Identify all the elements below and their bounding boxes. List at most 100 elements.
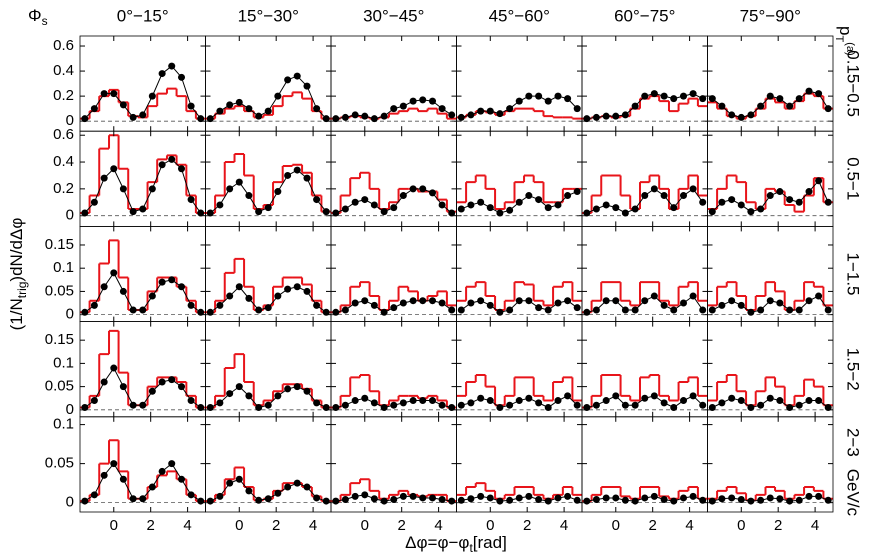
data-point xyxy=(757,496,765,504)
data-point xyxy=(573,188,581,196)
data-point xyxy=(670,95,678,103)
data-point xyxy=(332,308,340,316)
data-point xyxy=(689,292,697,300)
data-point xyxy=(680,299,688,307)
data-point xyxy=(110,269,118,277)
panel xyxy=(331,171,457,217)
data-point xyxy=(776,95,784,103)
data-point xyxy=(631,497,639,505)
data-point xyxy=(255,208,263,216)
data-point xyxy=(699,306,707,314)
data-point xyxy=(766,297,774,305)
data-point xyxy=(206,209,214,217)
data-point xyxy=(178,283,186,291)
data-point xyxy=(409,297,417,305)
data-point xyxy=(129,208,137,216)
data-point xyxy=(245,105,253,113)
data-point xyxy=(448,497,456,505)
data-point xyxy=(313,196,321,204)
data-point xyxy=(621,306,629,314)
data-point xyxy=(322,497,330,505)
data-point xyxy=(737,496,745,504)
data-point xyxy=(602,112,610,120)
data-point xyxy=(535,496,543,504)
data-point xyxy=(544,204,552,212)
data-point xyxy=(650,492,658,500)
column-header: 45°−60° xyxy=(489,6,550,25)
data-point xyxy=(544,306,552,314)
data-point xyxy=(274,489,282,497)
data-point xyxy=(206,115,214,123)
data-point xyxy=(293,479,301,487)
panel xyxy=(707,281,833,316)
data-point xyxy=(245,392,253,400)
data-point xyxy=(747,308,755,316)
column-header: 15°−30° xyxy=(238,6,299,25)
data-point xyxy=(805,492,813,500)
data-point xyxy=(81,308,89,316)
data-point xyxy=(496,497,504,505)
y-tick-label: 0 xyxy=(66,401,74,418)
data-point xyxy=(718,399,726,407)
data-point xyxy=(660,192,668,200)
column-header: 75°−90° xyxy=(740,6,801,25)
data-point xyxy=(650,185,658,193)
data-point xyxy=(197,404,205,412)
data-point xyxy=(602,494,610,502)
data-point xyxy=(496,404,504,412)
data-point xyxy=(680,92,688,100)
data-point xyxy=(351,111,359,119)
data-point xyxy=(139,401,147,409)
y-tick-label: 0.6 xyxy=(53,126,74,143)
data-point xyxy=(708,95,716,103)
column-header: 0°−15° xyxy=(117,6,169,25)
data-point xyxy=(274,188,282,196)
row-unit: GeV/c xyxy=(844,469,863,517)
x-tick-label: 4 xyxy=(434,517,442,534)
data-point xyxy=(680,192,688,200)
data-point xyxy=(448,404,456,412)
data-point xyxy=(216,107,224,115)
data-point xyxy=(429,397,437,405)
data-point xyxy=(370,115,378,123)
y-tick-label: 0 xyxy=(66,494,74,511)
data-point xyxy=(583,209,591,217)
data-point xyxy=(786,196,794,204)
data-point xyxy=(313,301,321,309)
data-point xyxy=(448,111,456,119)
data-point xyxy=(525,492,533,500)
data-point xyxy=(592,496,600,504)
data-point xyxy=(332,209,340,217)
data-point xyxy=(689,90,697,98)
x-tick-label: 2 xyxy=(523,517,531,534)
panel xyxy=(582,374,708,412)
data-point xyxy=(689,185,697,193)
data-point xyxy=(660,301,668,309)
data-point xyxy=(650,392,658,400)
data-point xyxy=(650,292,658,300)
data-point xyxy=(226,101,234,109)
data-point xyxy=(168,276,176,284)
data-point xyxy=(515,297,523,305)
data-point xyxy=(313,105,321,113)
x-tick-label: 0 xyxy=(486,517,494,534)
x-tick-label: 0 xyxy=(612,517,620,534)
data-point xyxy=(564,392,572,400)
data-point xyxy=(776,397,784,405)
data-point xyxy=(409,97,417,105)
data-point xyxy=(515,494,523,502)
row-label: 0.5−1 xyxy=(844,157,863,200)
data-point xyxy=(197,115,205,123)
data-point xyxy=(235,98,243,106)
data-point xyxy=(621,111,629,119)
x-tick-label: 2 xyxy=(649,517,657,534)
data-point xyxy=(564,492,572,500)
data-point xyxy=(90,105,98,113)
data-point xyxy=(284,385,292,393)
data-point xyxy=(90,198,98,206)
data-point xyxy=(100,283,108,291)
x-tick-label: 2 xyxy=(147,517,155,534)
data-point xyxy=(708,306,716,314)
panel xyxy=(582,90,708,123)
data-point xyxy=(187,491,195,499)
